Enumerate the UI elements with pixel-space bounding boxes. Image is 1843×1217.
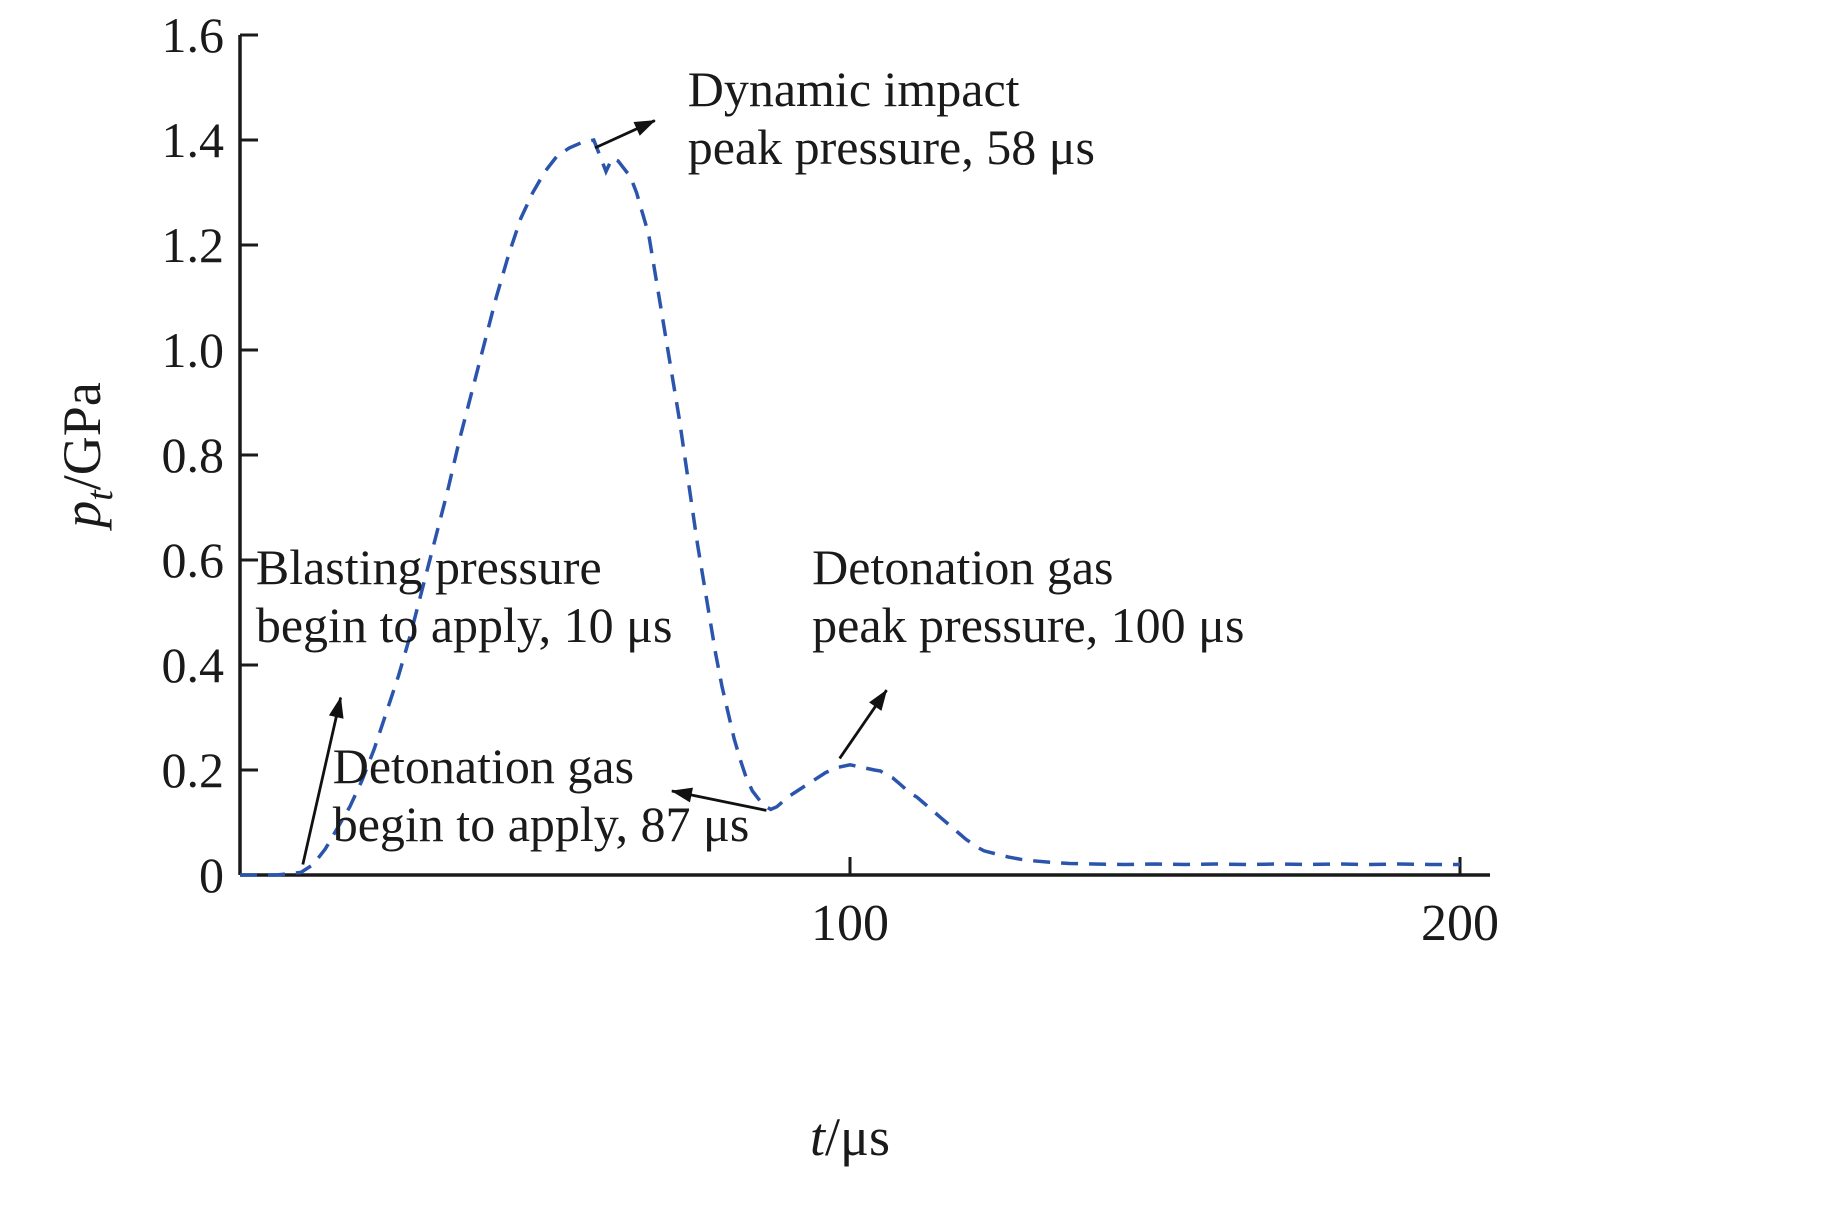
y-tick-label: 0.2 (162, 742, 225, 798)
annotation-arrow-detonation-gas-peak (838, 689, 888, 760)
x-tick-label: 100 (811, 895, 889, 952)
pressure-curve (240, 137, 1460, 877)
x-tick-label: 200 (1421, 895, 1499, 952)
y-tick-label: 0.8 (162, 427, 225, 483)
y-axis-label: pt/GPa (52, 382, 121, 532)
x-axis-label: t/μs (810, 1107, 890, 1167)
y-tick-label: 0.4 (162, 637, 225, 693)
annotation-arrow-blasting-pressure-begin (301, 696, 344, 865)
annotation-arrow-detonation-gas-begin (670, 787, 767, 812)
y-tick-label: 0 (199, 847, 224, 903)
annotation-detonation-gas-peak: Detonation gas peak pressure, 100 μs (812, 539, 1244, 653)
y-tick-label: 1.0 (162, 322, 225, 378)
annotation-arrow-dynamic-impact-peak (594, 119, 656, 150)
annotation-dynamic-impact-peak: Dynamic impact peak pressure, 58 μs (688, 61, 1095, 175)
y-tick-label: 1.6 (162, 7, 225, 63)
y-tick-label: 1.2 (162, 217, 225, 273)
annotation-blasting-pressure-begin: Blasting pressure begin to apply, 10 μs (256, 539, 673, 653)
y-tick-label: 0.6 (162, 532, 225, 588)
y-tick-label: 1.4 (162, 112, 225, 168)
annotation-detonation-gas-begin: Detonation gas begin to apply, 87 μs (333, 738, 750, 852)
